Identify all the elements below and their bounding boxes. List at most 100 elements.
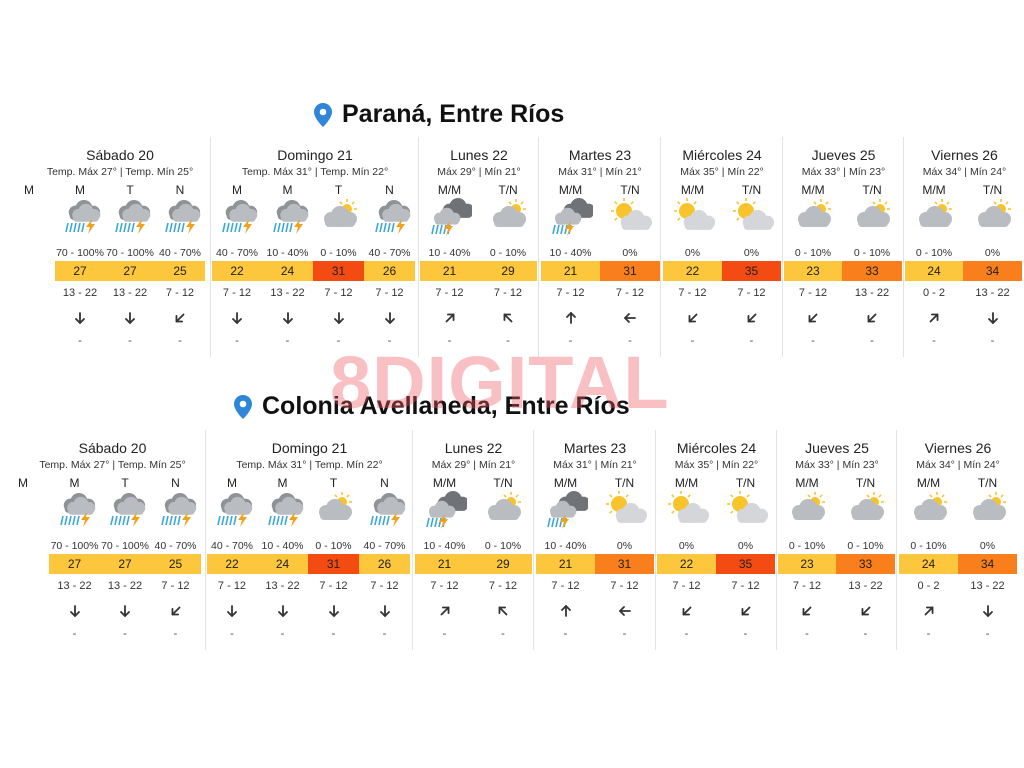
temperature-cell: 29 xyxy=(474,554,532,574)
temperature-cell: 25 xyxy=(155,261,205,281)
sun-cloud-icon xyxy=(603,490,647,530)
day-card: Domingo 21 Temp. Máx 31° | Temp. Mín 22° xyxy=(210,137,419,357)
location-name: Paraná, Entre Ríos xyxy=(342,100,565,128)
day-temp-range: Máx 35° | Mín 22° xyxy=(680,166,764,178)
period-label: M xyxy=(282,183,293,197)
gust-value: - xyxy=(932,335,936,347)
gust-value: - xyxy=(628,335,632,347)
gust-value: - xyxy=(684,628,689,640)
period-column: M 70 - 100% 27 13 - 22 - xyxy=(49,430,100,650)
day-name: Viernes 26 xyxy=(924,440,992,456)
day-card: Miércoles 24 Máx 35° | Mín 22° xyxy=(655,430,777,650)
precip-probability: 0 - 10% xyxy=(320,247,357,259)
day-temp-range: Máx 34° | Mín 24° xyxy=(916,459,1000,471)
precip-probability: 0 - 10% xyxy=(853,247,891,259)
storm-icon xyxy=(58,197,102,237)
day-card: Miércoles 24 Máx 35° | Mín 22° xyxy=(660,137,783,357)
day-card: Jueves 25 Máx 33° | Mín 23° xyxy=(776,430,897,650)
dark-storm-icon xyxy=(423,490,469,530)
period-label: M/M xyxy=(680,183,705,197)
period-label: M/M xyxy=(801,183,825,197)
day-card: Sábado 20 Temp. Máx 27° | Temp. Mín 25° xyxy=(30,137,210,357)
precip-probability: 0% xyxy=(678,540,695,552)
day-name: Domingo 21 xyxy=(277,147,353,163)
gust-value: - xyxy=(382,628,387,640)
gust-value: - xyxy=(563,628,568,640)
wind-speed: 7 - 12 xyxy=(165,287,195,299)
day-temp-range: Temp. Máx 31° | Temp. Mín 22° xyxy=(241,166,389,178)
period-column: T/N 0% 35 7 - 12 - xyxy=(722,137,781,357)
period-label: N xyxy=(385,183,394,197)
temperature-cell: 22 xyxy=(657,554,716,574)
temperature-cell: 31 xyxy=(600,261,660,281)
day-temp-range: Máx 31° | Mín 21° xyxy=(553,459,637,471)
period-column: M/M 10 - 40% 21 7 - 12 - xyxy=(541,137,600,357)
wind-speed: 7 - 12 xyxy=(610,580,639,592)
gust-value: - xyxy=(622,628,627,640)
temperature-cell: 23 xyxy=(784,261,842,281)
temperature-cell: 22 xyxy=(207,554,257,574)
day-name: Sábado 20 xyxy=(86,147,154,163)
day-card: Lunes 22 Máx 29° | Mín 21° xyxy=(412,430,534,650)
precip-probability: 10 - 40% xyxy=(549,247,592,259)
wind-direction-arrow-icon xyxy=(680,604,694,618)
temperature-cell: 29 xyxy=(479,261,537,281)
storm-icon xyxy=(154,490,198,530)
wind-speed: 7 - 12 xyxy=(678,287,707,299)
wind-speed: 13 - 22 xyxy=(112,287,148,299)
day-name: Viernes 26 xyxy=(931,147,998,163)
wind-direction-arrow-icon xyxy=(169,604,183,618)
day-name: Martes 23 xyxy=(563,440,627,456)
gust-value: - xyxy=(447,335,452,347)
period-label: T/N xyxy=(982,183,1003,197)
storm-icon xyxy=(53,490,97,530)
wind-speed: 7 - 12 xyxy=(672,580,701,592)
gust-value: - xyxy=(128,335,132,347)
period-column: T 70 - 100% 27 13 - 22 - xyxy=(105,137,155,357)
precip-probability: 40 - 70% xyxy=(215,247,259,259)
precip-probability: 0 - 10% xyxy=(489,247,527,259)
period-column: M 70 - 100% 27 13 - 22 - xyxy=(55,137,105,357)
storm-icon xyxy=(368,197,412,237)
period-column: M/M 0 - 10% 24 0 - 2 - xyxy=(899,430,958,650)
period-label: T/N xyxy=(493,476,513,490)
cloudy-sun-icon xyxy=(971,197,1015,237)
wind-direction-arrow-icon xyxy=(981,604,995,618)
wind-speed: 7 - 12 xyxy=(792,580,822,592)
gust-value: - xyxy=(985,628,990,640)
location-pin-icon xyxy=(314,102,332,127)
precip-probability: 40 - 70% xyxy=(158,247,202,259)
gust-value: - xyxy=(568,335,573,347)
wind-direction-arrow-icon xyxy=(986,311,1000,325)
precip-probability: 70 - 100% xyxy=(106,247,154,259)
wind-speed: 0 - 2 xyxy=(922,287,945,299)
wind-speed: 13 - 22 xyxy=(107,580,143,592)
day-card: Viernes 26 Máx 34° | Mín 24° xyxy=(896,430,1019,650)
day-card: Martes 23 Máx 31° | Mín 21° xyxy=(538,137,661,357)
wind-speed: 13 - 22 xyxy=(265,580,300,592)
temperature-cell: 24 xyxy=(257,554,308,574)
precip-probability: 0 - 10% xyxy=(315,540,352,552)
period-label: M xyxy=(18,476,28,490)
temperature-cell: 35 xyxy=(716,554,775,574)
gust-value: - xyxy=(387,335,392,347)
wind-direction-arrow-icon xyxy=(739,604,753,618)
gust-value: - xyxy=(78,335,82,347)
period-label: T/N xyxy=(977,476,998,490)
wind-direction-arrow-icon xyxy=(922,604,936,618)
day-name: Martes 23 xyxy=(568,147,632,163)
precip-probability: 10 - 40% xyxy=(428,247,471,259)
temperature-cell: 27 xyxy=(49,554,100,574)
temperature-cell: 33 xyxy=(836,554,895,574)
temperature-cell: 27 xyxy=(100,554,150,574)
period-label: T/N xyxy=(855,476,876,490)
cloudy-sun-icon xyxy=(966,490,1010,530)
period-label: N xyxy=(175,183,185,197)
storm-icon xyxy=(158,197,202,237)
day-temp-range: Máx 33° | Mín 23° xyxy=(795,459,879,471)
temperature-cell: 24 xyxy=(905,261,963,281)
dark-storm-icon xyxy=(549,197,595,237)
period-label: M/M xyxy=(558,183,583,197)
wind-speed: 13 - 22 xyxy=(975,287,1010,299)
gust-value: - xyxy=(501,628,505,640)
